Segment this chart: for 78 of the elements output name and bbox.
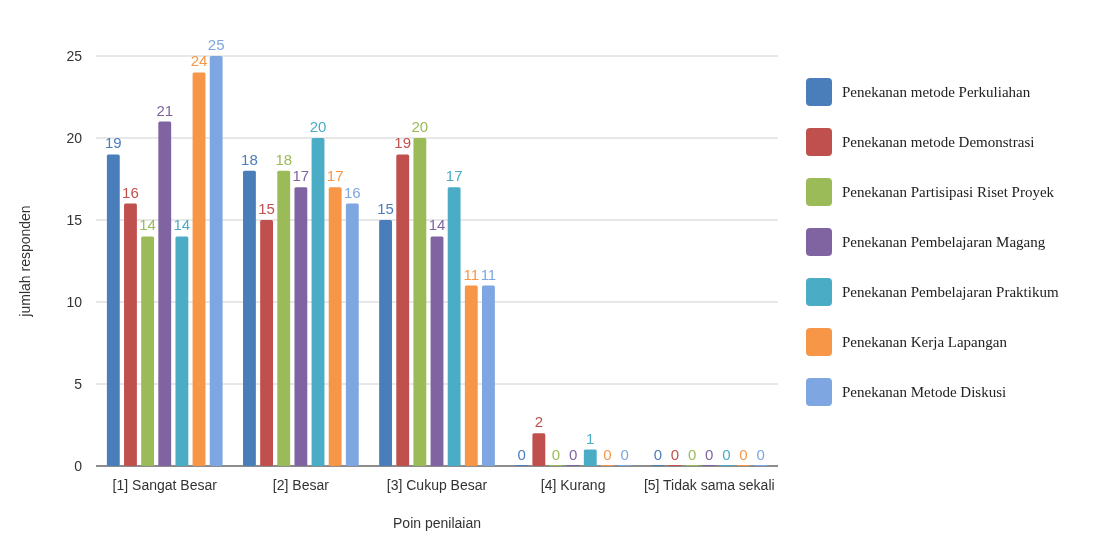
bar [175,236,189,466]
y-tick-label: 20 [66,130,83,146]
data-label: 20 [411,118,429,135]
data-label: 17 [326,167,344,185]
bar [532,433,546,466]
bar [141,236,155,466]
x-axis-title: Poin penilaian [393,515,481,531]
data-label: 11 [480,265,497,283]
y-axis-title: jumlah responden [17,205,33,318]
bar [396,154,410,466]
data-label: 0 [670,446,680,463]
legend-label: Penekanan Kerja Lapangan [842,334,1008,350]
data-label: 0 [517,446,526,463]
legend-label: Penekanan Pembelajaran Magang [842,234,1046,250]
data-label: 16 [122,183,139,201]
bar [379,220,392,466]
x-tick-label: [5] Tidak sama sekali [643,477,775,493]
legend-label: Penekanan Partisipasi Riset Proyek [842,184,1055,200]
bar [311,138,325,466]
data-label: 18 [275,150,293,168]
x-tick-label: [4] Kurang [540,477,606,493]
data-label: 11 [463,265,480,283]
data-label: 18 [241,150,258,168]
bar [413,138,427,466]
legend-label: Penekanan Pembelajaran Praktikum [842,284,1059,300]
data-label: 0 [739,446,748,463]
data-label: 0 [603,446,612,463]
y-tick-label: 15 [66,212,83,228]
bar [192,72,206,466]
bar [328,187,342,466]
data-label: 0 [705,446,714,463]
bar [158,121,172,466]
bar [345,203,359,466]
y-tick-label: 25 [66,48,83,64]
bar [277,170,291,466]
data-label: 14 [139,216,156,234]
bar [583,449,597,466]
bar [124,203,137,466]
bar [294,187,308,466]
data-label: 0 [722,446,731,463]
data-label: 14 [173,216,191,234]
legend-label: Penekanan Metode Diskusi [842,384,1007,400]
data-label: 2 [534,413,544,431]
data-label: 0 [568,446,578,463]
data-label: 0 [756,446,765,463]
data-label: 25 [207,36,225,53]
bar [447,187,461,466]
bar [482,285,495,466]
bar [106,154,120,466]
x-tick-label: [1] Sangat Besar [112,477,218,493]
data-label: 14 [428,216,446,234]
data-label: 0 [551,446,561,463]
x-tick-label: [2] Besar [272,477,330,493]
bar [243,170,256,466]
bar [464,285,478,466]
data-label: 1 [586,429,595,447]
legend-label: Penekanan metode Demonstrasi [842,134,1035,150]
data-label: 15 [258,200,275,217]
data-label: 0 [653,446,662,463]
bar [209,56,223,466]
data-label: 20 [309,118,327,135]
y-tick-label: 5 [74,376,83,392]
data-label: 17 [445,167,463,185]
data-label: 19 [394,134,412,152]
x-tick-label: [3] Cukup Besar [386,477,488,493]
y-tick-label: 10 [66,294,83,310]
data-label: 17 [292,167,310,185]
bar [260,220,274,466]
data-label: 0 [620,446,629,463]
data-label: 21 [156,101,174,119]
bar [430,236,444,466]
legend-label: Penekanan metode Perkuliahan [842,84,1031,100]
data-label: 0 [687,446,697,463]
data-label: 16 [343,183,361,201]
data-label: 15 [377,200,394,217]
data-label: 24 [190,52,208,70]
data-label: 19 [104,134,122,152]
y-tick-label: 0 [74,458,83,474]
